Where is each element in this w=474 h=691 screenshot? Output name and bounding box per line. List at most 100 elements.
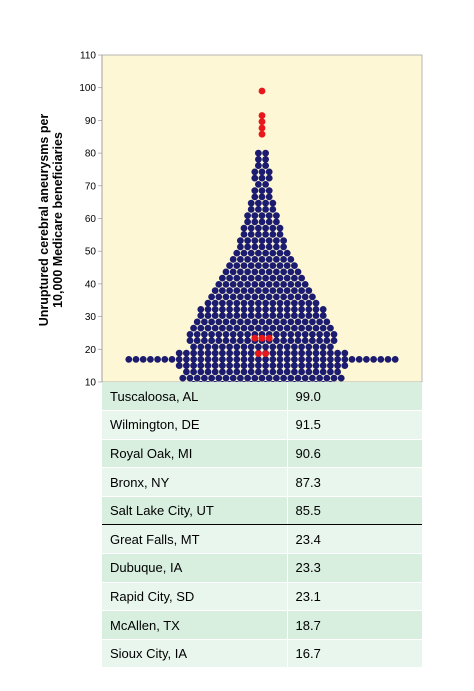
data-dot: [183, 368, 190, 376]
data-dot: [291, 343, 298, 351]
data-dot: [215, 374, 223, 382]
data-dot: [269, 274, 277, 282]
data-dot: [262, 362, 269, 369]
table-row: McAllen, TX 18.7: [102, 610, 422, 640]
data-dot: [255, 199, 262, 207]
data-dot: [251, 293, 259, 301]
region-rate: 23.3: [286, 553, 422, 583]
data-dot: [258, 187, 266, 195]
data-dot: [269, 306, 277, 313]
data-dot: [193, 318, 201, 326]
data-dot: [262, 368, 269, 376]
data-dot: [247, 274, 255, 282]
data-dot: [319, 368, 327, 376]
data-dot: [258, 218, 266, 226]
data-dot: [276, 362, 284, 369]
data-dot: [265, 212, 273, 220]
y-axis-title-line1: Unruptured cerebral aneurysms per: [37, 114, 51, 327]
data-dot: [280, 293, 287, 301]
data-dot: [262, 287, 269, 294]
data-dot: [294, 337, 302, 344]
data-dot: [273, 281, 280, 288]
data-dot: [247, 262, 255, 269]
data-dot: [287, 256, 295, 263]
data-dot: [283, 356, 291, 363]
data-dot: [229, 293, 237, 301]
data-dot: [384, 356, 392, 363]
data-dot: [258, 87, 266, 95]
data-dot: [190, 324, 198, 332]
data-dot: [255, 343, 262, 351]
data-dot: [312, 349, 320, 357]
data-dot: [258, 193, 266, 201]
data-dot: [251, 174, 259, 182]
data-dot: [327, 362, 334, 369]
data-dot: [269, 349, 277, 357]
data-dot: [283, 324, 291, 332]
table-row: Salt Lake City, UT 85.5: [102, 496, 422, 526]
region-name: Tuscaloosa, AL: [102, 382, 287, 412]
data-dot: [334, 349, 341, 357]
data-dot: [204, 343, 212, 351]
table-row: Wilmington, DE 91.5: [102, 410, 422, 440]
data-dot: [229, 318, 237, 326]
data-dot: [258, 212, 266, 220]
data-dot: [319, 324, 327, 332]
data-dot: [251, 374, 259, 382]
data-dot: [237, 281, 244, 288]
data-dot: [301, 337, 309, 344]
data-dot: [226, 343, 234, 351]
data-dot: [309, 293, 316, 301]
data-dot: [233, 356, 241, 363]
data-dot: [258, 124, 266, 132]
data-dot: [276, 299, 284, 307]
data-dot: [208, 374, 216, 382]
data-dot: [377, 356, 385, 363]
data-dot: [251, 318, 259, 326]
data-dot: [255, 356, 262, 363]
data-dot: [251, 237, 259, 245]
data-dot: [316, 318, 323, 326]
data-dot: [265, 193, 273, 201]
y-tick-label: 50: [85, 247, 97, 258]
data-dot: [244, 293, 252, 301]
data-dot: [276, 231, 284, 238]
data-dot: [391, 356, 399, 363]
data-dot: [301, 318, 309, 326]
data-dot: [211, 368, 219, 376]
data-dot: [226, 306, 234, 313]
data-dot: [273, 268, 280, 276]
data-dot: [294, 281, 302, 288]
data-dot: [226, 324, 234, 332]
data-dot: [265, 243, 273, 251]
data-dot: [265, 174, 273, 182]
data-dot: [269, 368, 277, 376]
data-dot: [265, 281, 273, 288]
data-dot: [323, 374, 331, 382]
region-rate: 99.0: [286, 382, 422, 412]
data-dot: [247, 349, 255, 357]
y-tick-label: 40: [85, 279, 97, 290]
data-dot: [305, 368, 313, 376]
data-dot: [312, 368, 320, 376]
data-dot: [283, 249, 291, 257]
data-dot: [183, 362, 190, 369]
data-dot: [269, 362, 277, 369]
data-dot: [305, 349, 313, 357]
data-dot: [273, 256, 280, 263]
data-dot: [240, 299, 248, 307]
data-dot: [229, 281, 237, 288]
data-dot: [204, 306, 212, 313]
data-dot: [229, 337, 237, 344]
data-dot: [276, 343, 284, 351]
data-dot: [258, 334, 266, 342]
data-dot: [193, 374, 201, 382]
data-dot: [291, 349, 298, 357]
data-dot: [251, 218, 259, 226]
data-dot: [226, 356, 234, 363]
data-dot: [247, 199, 255, 207]
data-dot: [251, 268, 259, 276]
data-dot: [240, 368, 248, 376]
data-dot: [265, 268, 273, 276]
data-dot: [237, 268, 244, 276]
